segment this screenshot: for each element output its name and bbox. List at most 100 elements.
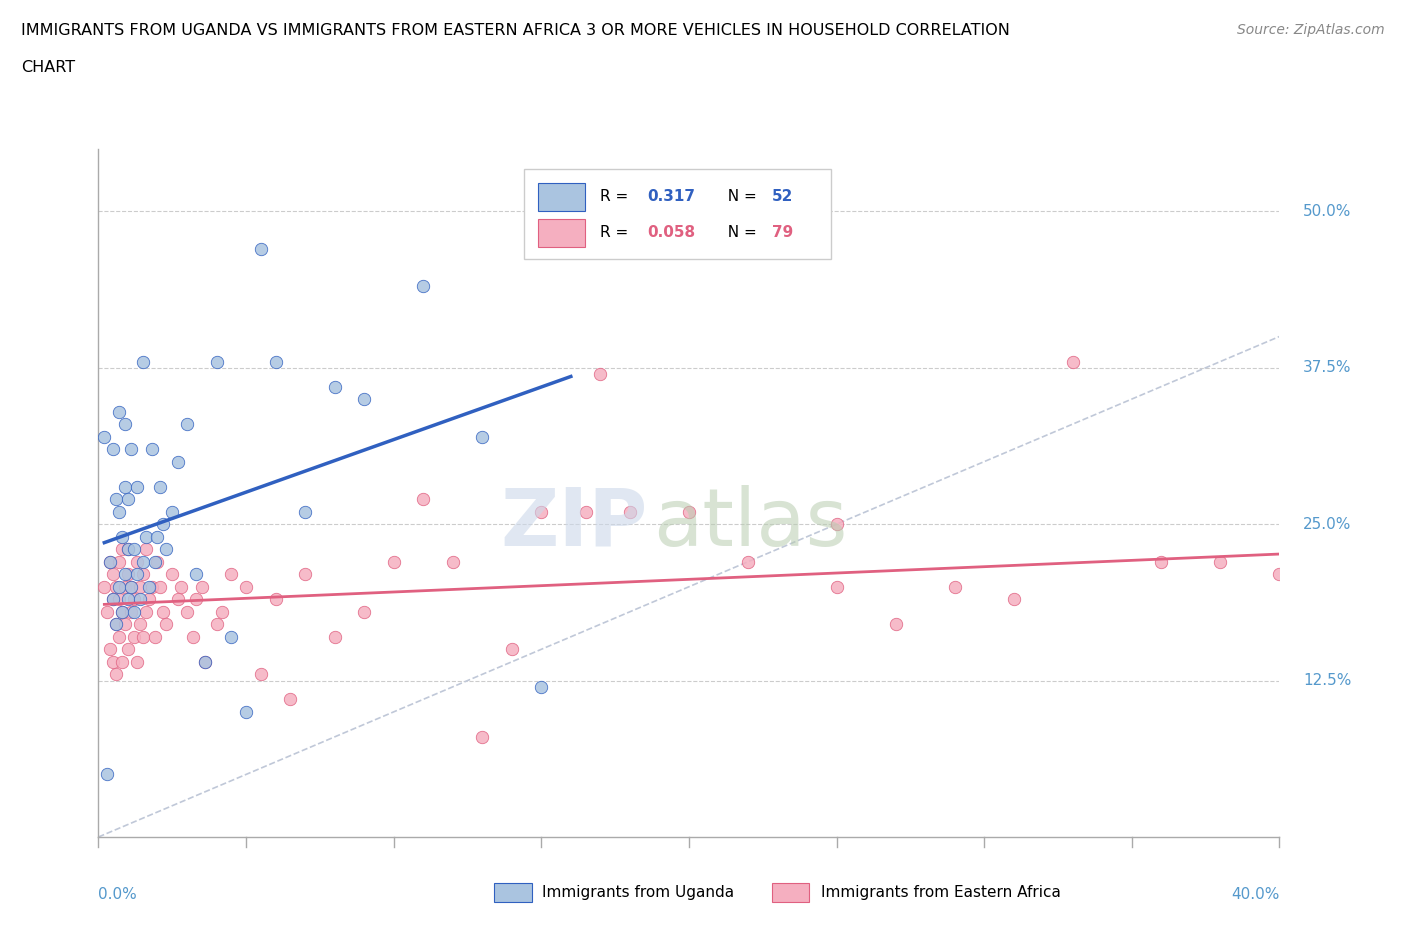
Text: 0.317: 0.317	[648, 190, 696, 205]
Point	[530, 504, 553, 519]
Point	[114, 579, 136, 594]
Text: 79: 79	[772, 225, 793, 240]
Point	[111, 604, 134, 619]
Point	[128, 579, 150, 594]
Point	[1268, 566, 1291, 581]
Point	[120, 579, 142, 594]
Point	[132, 354, 155, 369]
Point	[412, 279, 434, 294]
Point	[205, 617, 228, 631]
Point	[155, 542, 177, 557]
Point	[114, 479, 136, 494]
Point	[135, 542, 157, 557]
Point	[120, 579, 142, 594]
Point	[125, 554, 148, 569]
Point	[108, 579, 131, 594]
Text: ZIP: ZIP	[501, 485, 648, 563]
Point	[117, 492, 139, 507]
Point	[235, 704, 257, 719]
Point	[132, 566, 155, 581]
FancyBboxPatch shape	[494, 884, 531, 902]
Text: 0.0%: 0.0%	[98, 887, 138, 902]
Point	[98, 642, 121, 657]
Text: 40.0%: 40.0%	[1232, 887, 1279, 902]
Text: N =: N =	[718, 190, 762, 205]
Point	[143, 554, 166, 569]
Point	[135, 529, 157, 544]
Point	[105, 579, 128, 594]
Point	[114, 617, 136, 631]
Point	[146, 529, 169, 544]
Point	[103, 591, 125, 606]
Point	[294, 504, 316, 519]
Text: 52: 52	[772, 190, 793, 205]
Point	[108, 405, 131, 419]
Point	[211, 604, 233, 619]
Point	[103, 655, 125, 670]
Point	[560, 242, 582, 257]
Point	[264, 591, 287, 606]
Point	[122, 630, 145, 644]
Point	[149, 579, 172, 594]
Point	[122, 542, 145, 557]
Point	[143, 630, 166, 644]
Text: 0.058: 0.058	[648, 225, 696, 240]
Text: R =: R =	[600, 225, 638, 240]
Point	[1150, 554, 1173, 569]
Point	[135, 604, 157, 619]
Point	[353, 392, 375, 406]
Point	[152, 604, 174, 619]
Point	[219, 566, 242, 581]
FancyBboxPatch shape	[523, 169, 831, 259]
Point	[167, 591, 190, 606]
Point	[125, 655, 148, 670]
Point	[530, 680, 553, 695]
Text: R =: R =	[600, 190, 638, 205]
Point	[884, 617, 907, 631]
Point	[120, 604, 142, 619]
Point	[98, 554, 121, 569]
Point	[103, 566, 125, 581]
Point	[122, 591, 145, 606]
Point	[219, 630, 242, 644]
Point	[825, 579, 848, 594]
Point	[678, 504, 700, 519]
Point	[441, 554, 464, 569]
Point	[117, 642, 139, 657]
Text: Immigrants from Uganda: Immigrants from Uganda	[543, 884, 734, 899]
Point	[250, 242, 273, 257]
Point	[194, 655, 217, 670]
Point	[105, 492, 128, 507]
Text: Immigrants from Eastern Africa: Immigrants from Eastern Africa	[821, 884, 1062, 899]
Point	[323, 630, 346, 644]
Point	[382, 554, 405, 569]
Point	[323, 379, 346, 394]
Point	[184, 566, 207, 581]
Point	[103, 442, 125, 457]
Point	[152, 517, 174, 532]
Point	[103, 591, 125, 606]
Point	[93, 579, 115, 594]
Point	[96, 767, 118, 782]
Text: 50.0%: 50.0%	[1303, 204, 1351, 219]
Point	[128, 617, 150, 631]
Point	[141, 579, 163, 594]
Point	[98, 554, 121, 569]
Point	[205, 354, 228, 369]
Point	[108, 504, 131, 519]
Point	[501, 642, 523, 657]
Point	[412, 492, 434, 507]
Point	[1209, 554, 1232, 569]
Point	[162, 566, 183, 581]
Point	[105, 617, 128, 631]
Point	[191, 579, 214, 594]
Point	[105, 667, 128, 682]
Text: IMMIGRANTS FROM UGANDA VS IMMIGRANTS FROM EASTERN AFRICA 3 OR MORE VEHICLES IN H: IMMIGRANTS FROM UGANDA VS IMMIGRANTS FRO…	[21, 23, 1010, 38]
Point	[111, 655, 134, 670]
Point	[114, 566, 136, 581]
Point	[155, 617, 177, 631]
Point	[1327, 767, 1350, 782]
Point	[108, 591, 131, 606]
Point	[117, 566, 139, 581]
Text: Source: ZipAtlas.com: Source: ZipAtlas.com	[1237, 23, 1385, 37]
